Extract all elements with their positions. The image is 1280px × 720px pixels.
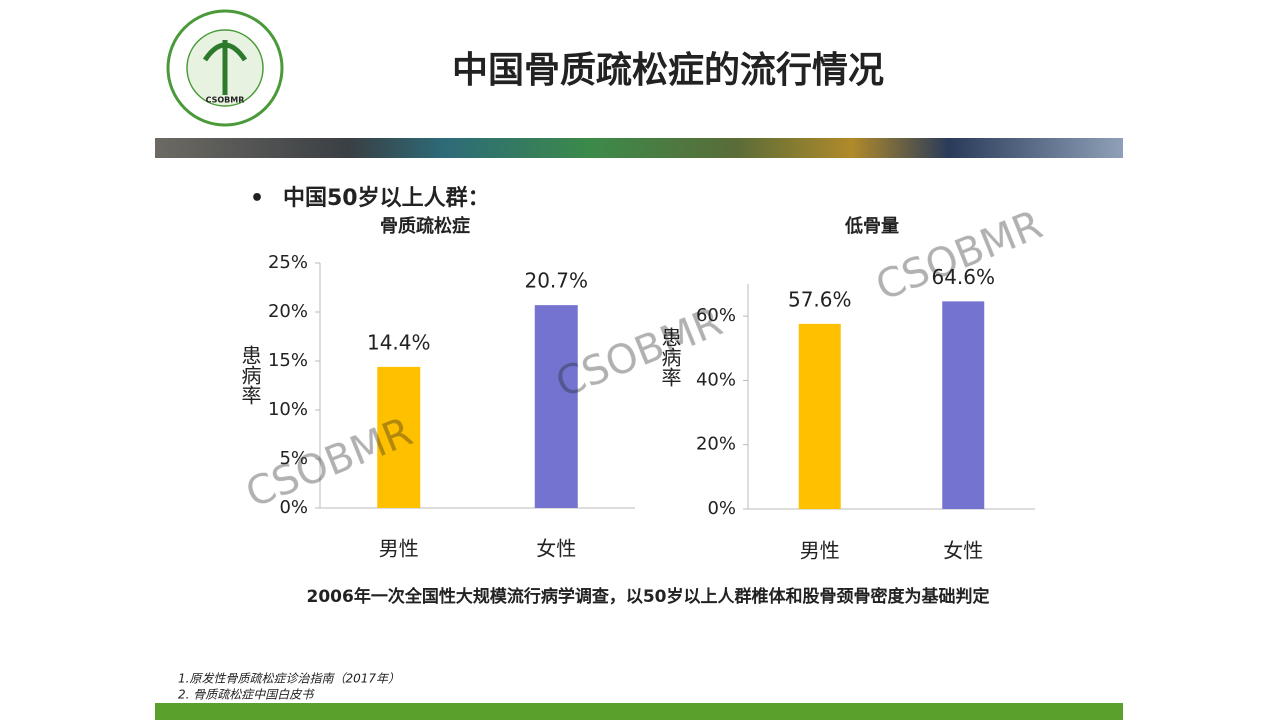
bar bbox=[798, 323, 841, 509]
bullet-dot: • bbox=[250, 186, 264, 211]
bar bbox=[534, 305, 578, 508]
x-tick-label: 男性 bbox=[379, 537, 419, 561]
value-label: 14.4% bbox=[367, 330, 431, 354]
y-tick-label: 0% bbox=[279, 497, 308, 518]
x-tick-label: 女性 bbox=[943, 539, 983, 563]
y-axis-label: 患病率 bbox=[238, 345, 262, 405]
image-strip bbox=[155, 138, 1123, 158]
bar bbox=[942, 301, 985, 509]
value-label: 64.6% bbox=[931, 265, 995, 289]
value-label: 20.7% bbox=[524, 269, 588, 293]
y-axis-label: 患病率 bbox=[658, 327, 682, 387]
y-tick-label: 15% bbox=[268, 350, 308, 371]
reference: 1.原发性骨质疏松症诊治指南（2017年） bbox=[178, 672, 400, 686]
logo-text: CSOBMR bbox=[206, 96, 245, 105]
y-tick-label: 40% bbox=[696, 369, 736, 390]
note: 2006年一次全国性大规模流行病学调查，以50岁以上人群椎体和股骨颈骨密度为基础… bbox=[307, 586, 990, 607]
y-tick-label: 10% bbox=[268, 399, 308, 420]
chart-title: 低骨量 bbox=[844, 215, 899, 237]
reference: 2. 骨质疏松症中国白皮书 bbox=[178, 688, 315, 702]
y-tick-label: 0% bbox=[707, 498, 736, 519]
y-tick-label: 5% bbox=[279, 448, 308, 469]
x-tick-label: 男性 bbox=[800, 539, 840, 563]
y-tick-label: 60% bbox=[696, 305, 736, 326]
x-tick-label: 女性 bbox=[536, 537, 576, 561]
value-label: 57.6% bbox=[788, 287, 852, 311]
chart-title: 骨质疏松症 bbox=[380, 215, 470, 237]
watermarks: CSOBMR CSOBMR CSOBMR bbox=[240, 202, 1049, 517]
slide-title: 中国骨质疏松症的流行情况 bbox=[452, 50, 884, 91]
bar bbox=[377, 366, 421, 508]
y-tick-label: 20% bbox=[696, 434, 736, 455]
y-tick-label: 20% bbox=[268, 301, 308, 322]
logo: CSOBMR bbox=[166, 9, 284, 127]
bullet-text: 中国50岁以上人群： bbox=[283, 185, 490, 211]
y-tick-label: 25% bbox=[268, 252, 308, 273]
footer-bar bbox=[155, 703, 1123, 720]
